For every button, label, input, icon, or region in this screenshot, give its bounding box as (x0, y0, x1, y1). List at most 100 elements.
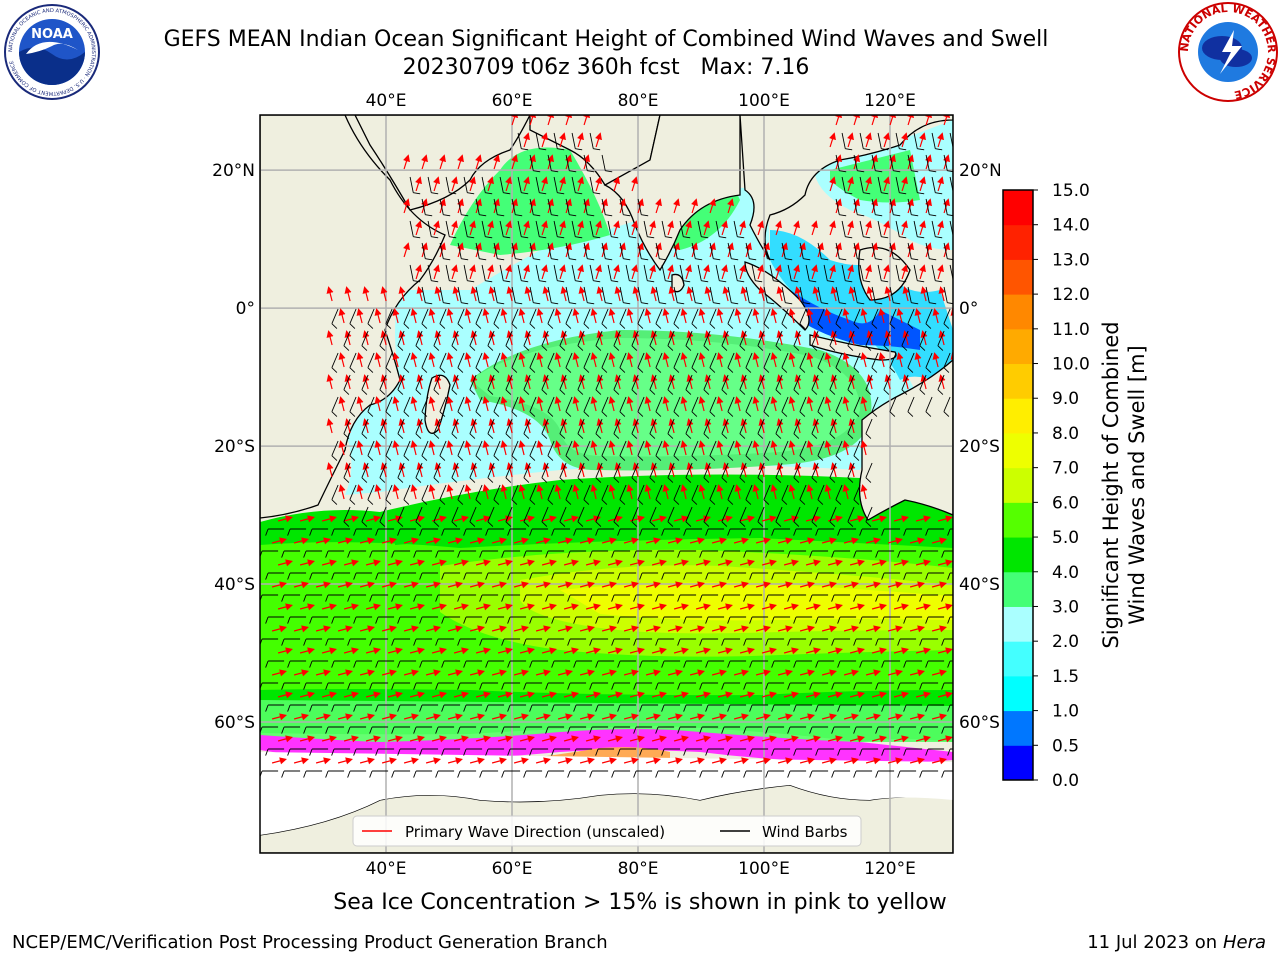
wave-arrow (505, 220, 512, 236)
colorbar-segment (1003, 641, 1033, 677)
wind-barb-flag (947, 258, 953, 261)
wave-arrow (500, 396, 508, 412)
colorbar-tick: 11.0 (1052, 320, 1090, 340)
wind-barb-flag (331, 323, 338, 329)
wave-arrow (387, 735, 403, 743)
wind-barb (727, 286, 732, 303)
wind-barb (703, 330, 711, 346)
wind-barb (415, 374, 423, 390)
wind-barb-flag (889, 367, 896, 373)
wave-arrow (673, 647, 689, 655)
wave-arrow (563, 735, 579, 743)
wave-arrow (277, 647, 293, 655)
wind-barb (817, 286, 822, 303)
wave-arrow (901, 176, 908, 192)
wave-arrow (433, 176, 440, 192)
wind-barb (709, 352, 717, 368)
wave-arrow (866, 286, 874, 302)
wave-arrow (541, 647, 557, 655)
wave-arrow (608, 308, 616, 324)
wave-arrow (711, 757, 727, 765)
wind-barb (799, 352, 807, 368)
wave-arrow (740, 330, 748, 346)
wind-barb-flag (619, 323, 626, 329)
wave-arrow (398, 374, 406, 390)
wave-arrow (799, 537, 815, 545)
wind-barb-flag (703, 345, 710, 351)
wave-arrow (937, 220, 944, 236)
wave-arrow (734, 352, 742, 368)
wind-barb-flag (503, 280, 511, 283)
wave-arrow (523, 220, 530, 236)
wave-arrow (623, 581, 639, 589)
wave-arrow (554, 396, 562, 412)
wave-arrow (689, 713, 705, 721)
wind-barb (781, 308, 789, 324)
colorbar-segment (1003, 432, 1033, 469)
wave-arrow (277, 559, 293, 567)
wind-barb (919, 330, 927, 346)
wave-arrow (860, 396, 868, 412)
wave-arrow (827, 647, 843, 655)
wave-arrow (362, 330, 370, 346)
wind-barb (895, 220, 900, 237)
wave-arrow (541, 176, 548, 192)
wave-arrow (645, 757, 661, 765)
wave-arrow (721, 264, 728, 280)
wind-barb (409, 264, 414, 281)
wind-barb (757, 330, 765, 346)
wave-arrow (884, 330, 892, 346)
wind-barb (781, 286, 786, 303)
wave-arrow (338, 484, 346, 500)
wave-arrow (722, 374, 730, 390)
wave-arrow (794, 462, 802, 478)
wind-barb (907, 286, 912, 303)
wave-arrow (667, 713, 683, 721)
colorbar-segment (1003, 294, 1033, 330)
wave-arrow (541, 132, 548, 148)
wave-arrow (626, 440, 634, 456)
wave-arrow (739, 691, 755, 699)
wave-arrow (315, 757, 331, 765)
wind-barb-flag (619, 367, 626, 373)
wind-barb (619, 198, 624, 215)
wind-barb-flag (461, 214, 469, 217)
wave-arrow (830, 330, 838, 346)
wave-arrow (626, 484, 634, 500)
wind-barb (925, 352, 933, 368)
wind-barb (865, 330, 873, 346)
wind-barb (667, 330, 675, 346)
wind-barb (637, 198, 642, 215)
wind-barb (499, 220, 504, 237)
wind-barb (895, 132, 900, 149)
wind-barb-flag (721, 389, 728, 395)
wave-arrow (535, 713, 551, 721)
wave-arrow (960, 606, 973, 609)
wind-barb (589, 132, 594, 149)
wind-barb-flag (727, 323, 734, 329)
wind-barb (835, 242, 840, 259)
wave-arrow (849, 735, 865, 743)
wind-barb (445, 264, 450, 281)
wave-arrow (293, 537, 309, 545)
wind-barb (589, 220, 594, 237)
lon-tick-top: 120°E (864, 91, 916, 111)
wind-barb-flag (929, 302, 937, 305)
wind-barb-flag (757, 389, 764, 395)
wind-barb-flag (775, 345, 782, 351)
wave-arrow (416, 418, 424, 434)
wind-barb (439, 286, 444, 303)
wave-arrow (883, 132, 890, 148)
wind-barb-flag (839, 302, 847, 305)
wave-arrow (757, 220, 764, 236)
wind-barb-flag (539, 148, 547, 151)
wind-barb-flag (443, 258, 451, 261)
wind-barb-flag (577, 345, 584, 351)
wave-arrow (887, 713, 903, 721)
colorbar-tick: 13.0 (1052, 250, 1090, 270)
wind-barb-flag (425, 214, 433, 217)
wave-arrow (739, 647, 755, 655)
colorbar-tick: 15.0 (1052, 181, 1090, 201)
wave-arrow (337, 713, 353, 721)
wind-barb-flag (763, 323, 770, 329)
